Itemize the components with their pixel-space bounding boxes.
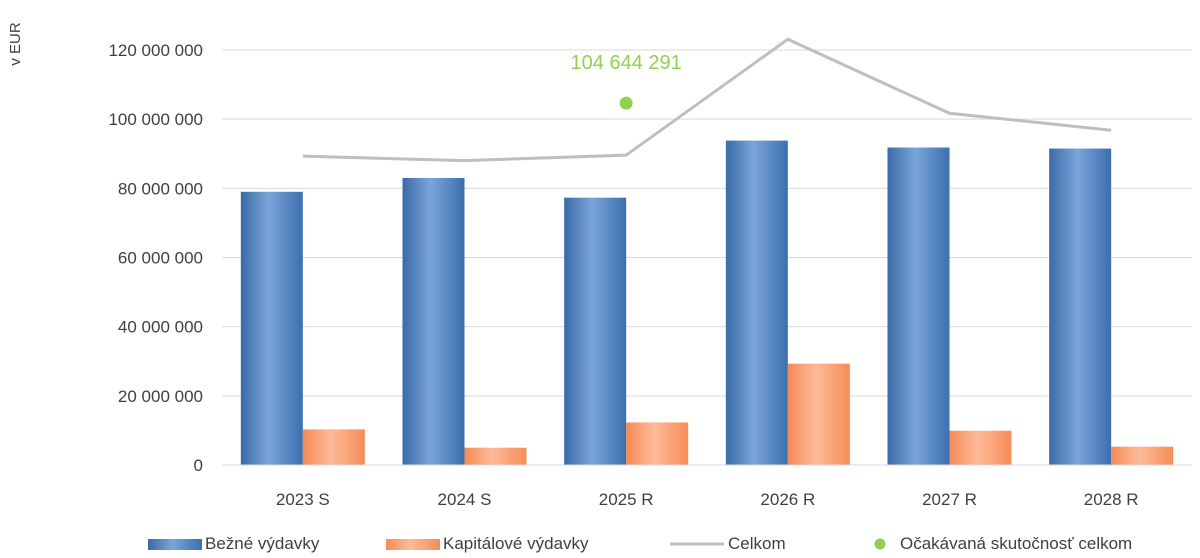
legend-label-celkom: Celkom	[728, 534, 786, 553]
x-tick-label: 2027 R	[922, 490, 977, 509]
point-data-label: 104 644 291	[571, 52, 682, 74]
x-tick-label: 2024 S	[438, 490, 492, 509]
bar-kapitalove-vydavky	[1111, 446, 1174, 465]
bar-bezne-vydavky	[564, 197, 627, 465]
bar-bezne-vydavky	[725, 140, 788, 465]
bar-kapitalove-vydavky	[464, 447, 527, 465]
legend-swatch-ocakavana-skutocnost	[874, 538, 886, 550]
x-tick-label: 2028 R	[1084, 490, 1139, 509]
bar-bezne-vydavky	[402, 177, 465, 466]
legend-label-ocakavana-skutocnost: Očakávaná skutočnosť celkom	[900, 534, 1132, 553]
legend-swatch-bezne-vydavky	[148, 539, 202, 550]
y-tick-label: 120 000 000	[108, 41, 203, 60]
y-tick-label: 20 000 000	[118, 387, 203, 406]
y-tick-label: 0	[194, 456, 203, 475]
legend-label-kapitalove-vydavky: Kapitálové výdavky	[443, 534, 589, 553]
x-tick-label: 2026 R	[760, 490, 815, 509]
y-axis-title: v EUR	[7, 22, 24, 66]
legend-swatch-kapitalove-vydavky	[386, 539, 440, 550]
bar-bezne-vydavky	[887, 147, 950, 465]
legend-label-bezne-vydavky: Bežné výdavky	[205, 534, 320, 553]
bar-kapitalove-vydavky	[787, 363, 850, 465]
bar-kapitalove-vydavky	[302, 429, 365, 465]
bar-bezne-vydavky	[240, 191, 303, 465]
y-tick-label: 60 000 000	[118, 249, 203, 268]
bar-kapitalove-vydavky	[949, 430, 1012, 465]
x-tick-label: 2023 S	[276, 490, 330, 509]
bar-kapitalove-vydavky	[626, 422, 689, 465]
bar-bezne-vydavky	[1049, 148, 1112, 465]
y-tick-label: 40 000 000	[118, 318, 203, 337]
y-tick-label: 100 000 000	[108, 110, 203, 129]
point-ocakavana-skutocnost	[619, 96, 633, 110]
line-celkom	[302, 37, 1112, 163]
x-tick-label: 2025 R	[599, 490, 654, 509]
y-tick-label: 80 000 000	[118, 179, 203, 198]
